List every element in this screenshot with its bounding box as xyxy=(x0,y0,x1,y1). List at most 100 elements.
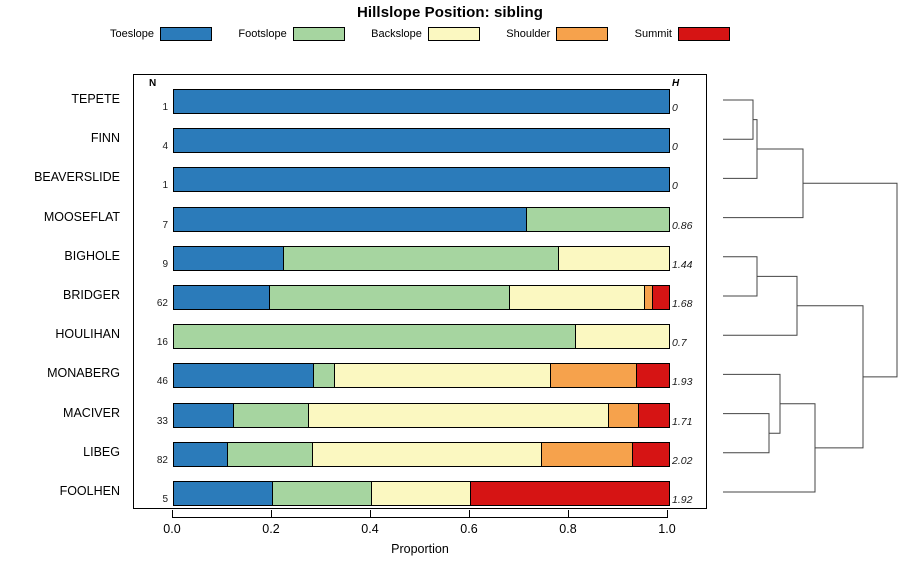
dendrogram-branch xyxy=(803,182,898,378)
stacked-bar[interactable] xyxy=(173,128,670,154)
dendrogram-branch xyxy=(723,148,804,219)
stacked-bar[interactable] xyxy=(173,481,670,506)
bar-segment-toeslope xyxy=(174,90,669,113)
bar-segment-summit xyxy=(632,442,669,466)
x-axis-tick xyxy=(370,510,371,518)
row-h-value: 1.68 xyxy=(672,298,693,310)
stacked-bar[interactable] xyxy=(173,402,670,428)
bar-segment-backslope xyxy=(335,364,551,388)
stacked-bar[interactable] xyxy=(173,167,670,193)
legend-swatch xyxy=(292,27,345,41)
bar-row: 62 1.68 xyxy=(134,277,706,316)
x-axis: 0.0 0.2 0.4 0.6 0.8 1.0 xyxy=(133,509,707,555)
dendrogram xyxy=(707,74,900,509)
bar-row: 82 2.02 xyxy=(134,434,706,473)
dendrogram-branch xyxy=(723,275,798,336)
row-n-value: 4 xyxy=(162,141,168,153)
stacked-bar[interactable] xyxy=(173,89,670,114)
row-n-value: 1 xyxy=(162,102,168,113)
dendrogram-branch xyxy=(723,373,781,434)
y-axis-label-libeg: LIBEG xyxy=(83,444,120,459)
chart-title: Hillslope Position: sibling xyxy=(356,4,544,21)
legend-label: Footslope xyxy=(238,28,287,40)
legend-item-toeslope: Toeslope xyxy=(110,27,213,41)
column-header-h: H xyxy=(672,78,680,89)
bar-segment-summit xyxy=(471,482,669,505)
x-axis-line xyxy=(172,517,667,518)
y-axis-label-tepete: TEPETE xyxy=(71,92,120,106)
bar-segment-backslope xyxy=(559,246,669,270)
legend-swatch xyxy=(427,27,480,41)
stacked-bar[interactable] xyxy=(173,206,670,232)
dendrogram-branch xyxy=(723,119,758,179)
bar-segment-backslope xyxy=(313,442,543,466)
bar-segment-toeslope xyxy=(174,403,234,427)
legend-item-summit: Summit xyxy=(635,27,730,41)
row-n-value: 9 xyxy=(162,258,168,270)
bar-segment-toeslope xyxy=(174,168,669,192)
row-n-value: 46 xyxy=(156,376,168,388)
bar-segment-toeslope xyxy=(174,364,315,388)
bar-segment-shoulder xyxy=(645,286,654,309)
y-axis-label-bridger: BRIDGER xyxy=(63,288,120,302)
stacked-bar[interactable] xyxy=(173,363,670,389)
dendrogram-branch xyxy=(797,305,864,449)
bar-segment-backslope xyxy=(575,325,669,349)
bar-segment-footslope xyxy=(233,403,310,427)
row-n-value: 33 xyxy=(156,415,168,427)
bar-segment-footslope xyxy=(314,364,336,388)
legend-item-footslope: Footslope xyxy=(238,27,345,41)
bar-segment-toeslope xyxy=(174,207,528,231)
bar-segment-footslope xyxy=(273,482,372,505)
bar-segment-summit xyxy=(639,403,669,427)
row-h-value: 0.7 xyxy=(672,337,687,350)
bar-segment-footslope xyxy=(283,246,560,270)
stacked-bar[interactable] xyxy=(173,324,670,350)
stacked-bar[interactable] xyxy=(173,441,670,467)
dendrogram-branch xyxy=(723,256,758,297)
y-axis-label-monaberg: MONABERG xyxy=(47,366,120,381)
bar-row: 33 1.71 xyxy=(134,395,706,434)
bar-segment-footslope xyxy=(270,286,510,309)
bar-segment-toeslope xyxy=(174,482,273,505)
row-h-value: 0.86 xyxy=(672,219,693,232)
legend-label: Toeslope xyxy=(110,28,155,40)
row-n-value: 82 xyxy=(156,454,168,466)
legend-label: Shoulder xyxy=(506,28,551,40)
dendrogram-branch xyxy=(723,99,754,140)
bar-segment-shoulder xyxy=(609,403,640,427)
row-n-value: 16 xyxy=(156,337,168,349)
bar-segment-summit xyxy=(653,286,669,309)
row-h-value: 1.44 xyxy=(672,258,693,271)
column-header-n: N xyxy=(149,78,157,89)
bar-row: 9 1.44 xyxy=(134,238,706,277)
legend-label: Backslope xyxy=(371,28,422,40)
stacked-bar[interactable] xyxy=(173,245,670,271)
stacked-bar[interactable] xyxy=(173,285,670,310)
dendrogram-branch xyxy=(723,413,770,454)
y-axis-label-maciver: MACIVER xyxy=(63,405,120,420)
x-axis-tick-label: 0.2 xyxy=(262,522,280,536)
bar-segment-toeslope xyxy=(174,129,669,153)
x-axis-tick xyxy=(172,510,173,518)
row-h-value: 1.71 xyxy=(672,415,693,428)
legend-swatch xyxy=(677,27,730,41)
y-axis-label-finn: FINN xyxy=(90,131,120,146)
y-axis-label-mooseflat: MOOSEFLAT xyxy=(43,209,120,224)
bar-segment-backslope xyxy=(509,286,646,309)
row-n-value: 7 xyxy=(162,219,168,231)
legend-label: Summit xyxy=(634,28,672,40)
x-axis-tick-label: 1.0 xyxy=(658,522,676,536)
x-axis-tick xyxy=(667,510,668,518)
x-axis-tick xyxy=(469,510,470,518)
plot-panel: N H 1 0 4 0 1 0 7 0.86 9 1.44 62 1.68 16 0.7 46 1.93 33 1… xyxy=(133,74,707,509)
bar-segment-footslope xyxy=(527,207,669,231)
bar-row: 5 1.92 xyxy=(134,473,706,512)
bar-row: 46 1.93 xyxy=(134,355,706,394)
x-axis-tick-label: 0.0 xyxy=(163,522,181,536)
row-n-value: 62 xyxy=(156,298,168,309)
row-h-value: 1.93 xyxy=(672,376,693,389)
y-axis-label-beaverslide: BEAVERSLIDE xyxy=(34,170,120,185)
